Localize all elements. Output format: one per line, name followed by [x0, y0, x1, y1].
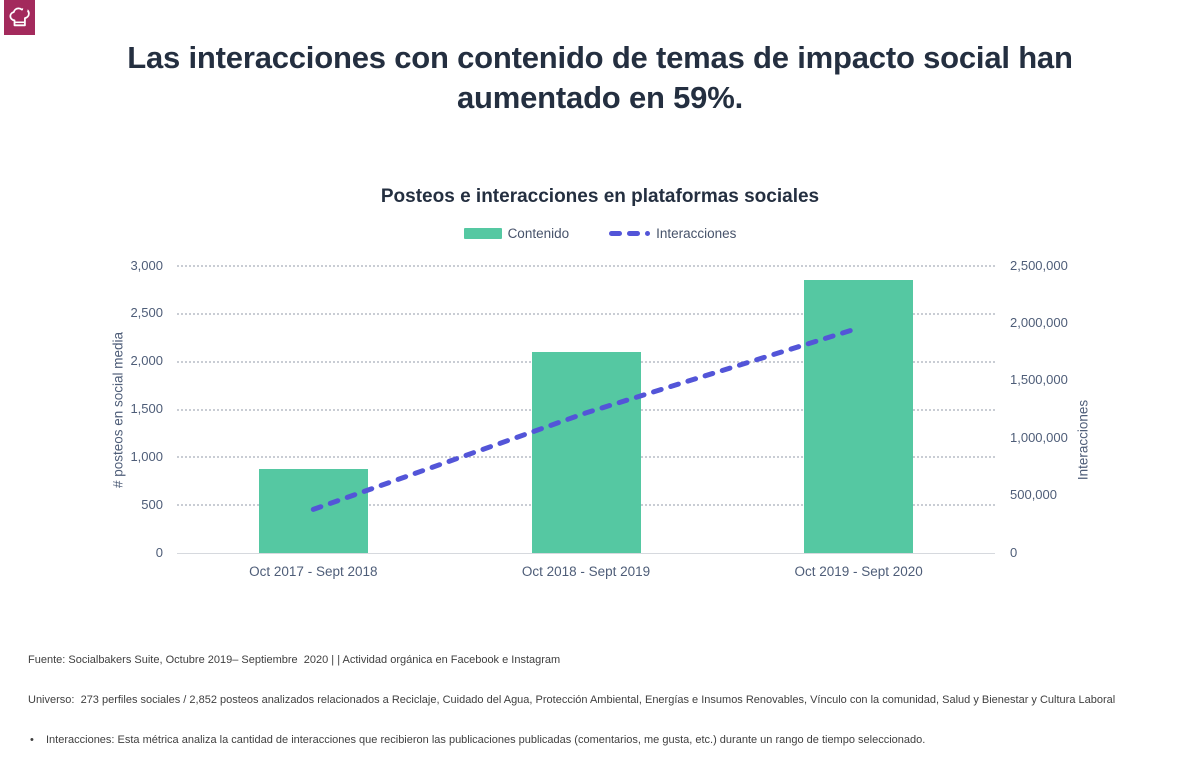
right-axis-tick: 0: [1010, 544, 1018, 560]
footer-note-text: Interacciones: Esta métrica analiza la c…: [46, 733, 926, 746]
gridline: [177, 265, 995, 267]
left-axis-tick: 2,500: [130, 305, 163, 321]
bar-contenido: [531, 352, 641, 553]
left-axis-tick: 1,000: [130, 448, 163, 464]
right-axis-tick: 2,000,000: [1010, 314, 1068, 330]
right-axis-tick: 2,500,000: [1010, 257, 1068, 273]
chart-legend: Contenido Interacciones: [0, 226, 1200, 241]
footer-note: • Interacciones: Esta métrica analiza la…: [28, 734, 1188, 747]
legend-item-contenido: Contenido: [463, 226, 570, 241]
left-axis-tick: 0: [155, 544, 163, 560]
dashed-line-swatch-icon: [609, 231, 651, 236]
footer-source: Fuente: Socialbakers Suite, Octubre 2019…: [28, 654, 561, 667]
bar-contenido: [804, 280, 914, 553]
legend-item-interacciones: Interacciones: [609, 226, 736, 241]
footer-universe: Universo: 273 perfiles sociales / 2,852 …: [28, 694, 1116, 707]
right-axis-tick: 1,000,000: [1010, 429, 1068, 445]
legend-label-interacciones: Interacciones: [656, 226, 737, 241]
left-axis-tick: 500: [141, 496, 163, 512]
x-axis-line: [177, 553, 995, 554]
interacciones-line-layer: [310, 325, 862, 512]
left-axis-tick: 3,000: [130, 257, 163, 273]
legend-label-contenido: Contenido: [507, 226, 570, 241]
interacciones-dashed-line: [310, 325, 862, 512]
x-axis-label: Oct 2019 - Sept 2020: [794, 564, 923, 579]
x-axis-label: Oct 2017 - Sept 2018: [249, 564, 378, 579]
gridline: [177, 312, 995, 315]
x-axis-label: Oct 2018 - Sept 2019: [521, 564, 651, 579]
plot-area: # posteos en social media Interacciones …: [111, 258, 1091, 580]
slide-title: Las interacciones con contenido de temas…: [127, 40, 1073, 115]
right-axis-tick: 1,500,000: [1010, 372, 1068, 388]
left-axis-tick: 2,000: [130, 353, 163, 369]
left-axis-tick: 1,500: [130, 401, 163, 416]
bar-swatch-icon: [463, 228, 502, 239]
chart-title: Posteos e interacciones en plataformas s…: [380, 186, 820, 207]
footer: Fuente: Socialbakers Suite, Octubre 2019…: [28, 628, 1188, 773]
slide: Las interacciones con contenido de temas…: [0, 0, 1200, 746]
chef-hat-icon: [9, 7, 30, 27]
bullet-icon: •: [30, 733, 34, 746]
brand-logo: [4, 0, 35, 35]
right-axis-tick: 500,000: [1010, 487, 1057, 503]
